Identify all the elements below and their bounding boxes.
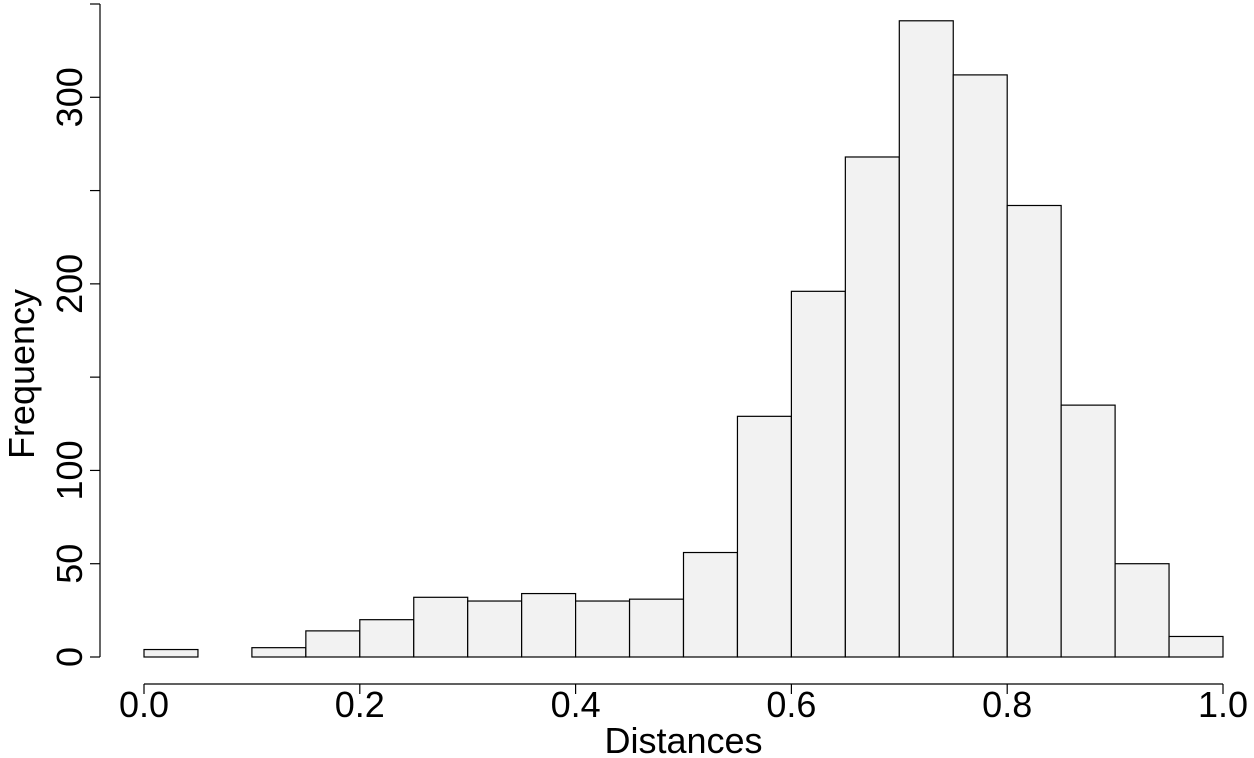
- histogram-bar: [790, 290, 846, 658]
- histogram-bar: [413, 596, 469, 658]
- histogram-bar: [736, 415, 793, 658]
- y-tick-label: 300: [49, 67, 90, 127]
- bars-group: [143, 20, 1224, 658]
- histogram-bar: [952, 74, 1008, 658]
- histogram-bar: [1060, 404, 1116, 658]
- histogram-bar: [359, 619, 415, 658]
- histogram-bar: [1114, 563, 1170, 658]
- y-tick-label: 200: [49, 254, 90, 314]
- histogram-bar: [1168, 635, 1224, 658]
- histogram-bar: [682, 551, 739, 658]
- x-tick-label: 0.4: [551, 684, 601, 725]
- y-axis: 0 50 100 200 300: [49, 3, 101, 667]
- histogram-bar: [143, 648, 199, 658]
- histogram-bar: [574, 600, 631, 658]
- y-tick-label: 100: [49, 440, 90, 500]
- x-tick-label: 0.6: [766, 684, 816, 725]
- x-axis-label: Distances: [604, 720, 762, 758]
- histogram-bar: [467, 600, 523, 658]
- x-tick-label: 1.0: [1198, 684, 1248, 725]
- histogram-bar: [844, 156, 900, 658]
- x-axis: 0.0 0.2 0.4 0.6 0.8 1.0: [119, 683, 1248, 725]
- histogram-bar: [1006, 204, 1062, 658]
- x-tick-label: 0.8: [982, 684, 1032, 725]
- histogram-bar: [251, 647, 307, 658]
- y-tick-label: 50: [49, 544, 90, 584]
- y-axis-label: Frequency: [1, 289, 42, 459]
- x-tick-label: 0.2: [335, 684, 385, 725]
- histogram-bar: [628, 598, 685, 658]
- y-tick-label: 0: [49, 647, 90, 667]
- histogram-bar: [521, 592, 577, 658]
- histogram-bar: [305, 630, 361, 658]
- histogram-bar: [898, 20, 954, 658]
- x-tick-label: 0.0: [119, 684, 169, 725]
